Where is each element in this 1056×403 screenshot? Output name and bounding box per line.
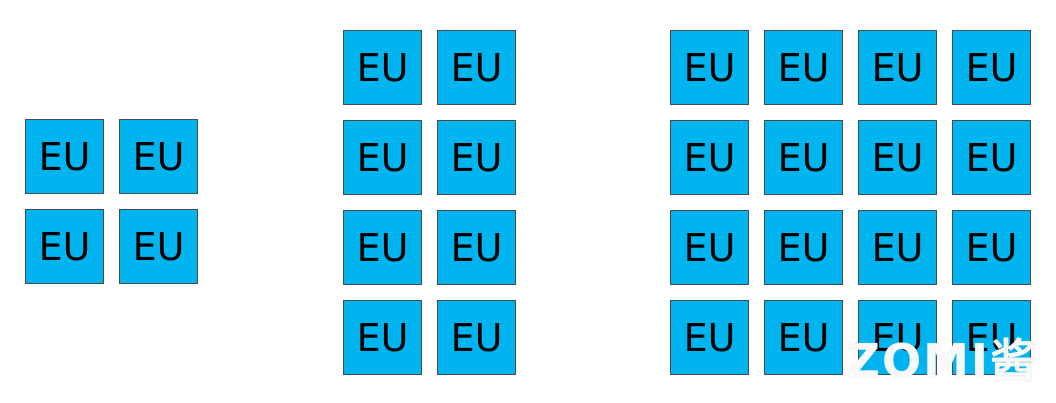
eu-cell: EU (764, 300, 843, 375)
eu-cell: EU (670, 210, 749, 285)
eu-cell: EU (764, 30, 843, 105)
eu-cell: EU (858, 30, 937, 105)
eu-cell: EU (952, 210, 1031, 285)
eu-cell: EU (343, 30, 422, 105)
eu-cell: EU (858, 120, 937, 195)
eu-cell: EU (764, 120, 843, 195)
eu-cell: EU (952, 30, 1031, 105)
eu-cell: EU (25, 209, 104, 284)
eu-group-medium: EU EU EU EU EU EU EU EU (343, 30, 516, 375)
eu-cell: EU (437, 300, 516, 375)
eu-cell: EU (437, 30, 516, 105)
eu-cell: EU (764, 210, 843, 285)
eu-cell: EU (952, 300, 1031, 375)
eu-cell: EU (952, 120, 1031, 195)
eu-group-large: EU EU EU EU EU EU EU EU EU EU EU EU EU EU EU EU (670, 30, 1031, 375)
eu-group-small: EU EU EU EU (25, 119, 198, 284)
eu-cell: EU (119, 209, 198, 284)
eu-cell: EU (437, 120, 516, 195)
eu-cell: EU (858, 210, 937, 285)
eu-cell: EU (670, 300, 749, 375)
eu-cell: EU (343, 210, 422, 285)
eu-cell: EU (343, 300, 422, 375)
eu-cell: EU (119, 119, 198, 194)
eu-cell: EU (343, 120, 422, 195)
eu-cell: EU (858, 300, 937, 375)
eu-cell: EU (670, 30, 749, 105)
eu-cell: EU (670, 120, 749, 195)
eu-cell: EU (25, 119, 104, 194)
eu-cell: EU (437, 210, 516, 285)
